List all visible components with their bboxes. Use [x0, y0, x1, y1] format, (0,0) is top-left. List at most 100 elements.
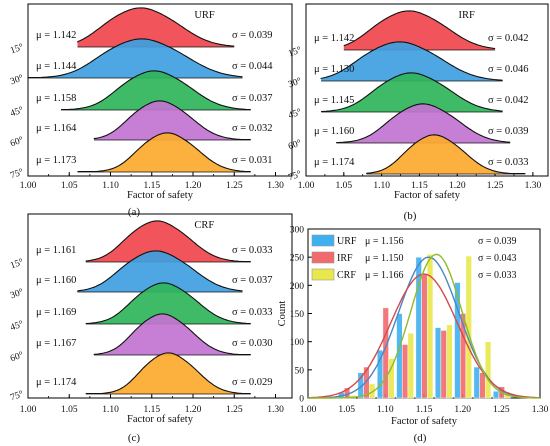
normal-fit-curve [308, 253, 541, 399]
y-tick-label: 250 [290, 254, 305, 264]
ridge-outline [28, 38, 243, 79]
x-tick-label: 1.20 [185, 405, 202, 415]
ridge-area [77, 132, 251, 172]
category-tick-label: 15° [287, 44, 303, 59]
ridge-area [61, 70, 251, 110]
mu-label: μ = 1.130 [314, 64, 354, 75]
ridge-outline [76, 250, 243, 292]
caption-a: (a) [128, 206, 141, 218]
histogram-bar [492, 390, 500, 399]
ridge-outline [61, 70, 251, 111]
legend-label: IRF [458, 10, 475, 21]
x-axis-label: Factor of safety [391, 416, 458, 427]
caption-b: (b) [404, 210, 417, 222]
y-tick-label: 200 [290, 282, 305, 292]
panel-a-urf: 1.00 1.05 1.10 1.15 1.20 1.25 1.30 Factor of sa… [9, 3, 293, 201]
sigma-label: σ = 0.037 [232, 93, 272, 104]
category-tick-label: 15° [9, 256, 25, 271]
x-tick-label: 1.25 [226, 405, 243, 415]
mu-label: μ = 1.167 [36, 338, 76, 349]
ridge-outline [76, 7, 235, 47]
sigma-label: σ = 0.030 [232, 338, 272, 349]
legend-label: CRF [194, 220, 214, 231]
ridge-outline [85, 282, 251, 325]
ridge-area [85, 352, 251, 394]
sigma-label: σ = 0.044 [232, 61, 273, 72]
histogram-bar [401, 344, 409, 399]
ridge-outline [336, 103, 511, 144]
category-tick-label: 60° [9, 134, 25, 149]
y-tick-label: 300 [290, 226, 305, 236]
ridge-outline [77, 132, 251, 173]
mu-label: μ = 1.156 [365, 236, 404, 247]
panel-b-irf: 1.00 1.05 1.10 1.15 1.20 1.25 1.30 Factor of sa… [287, 3, 549, 201]
histogram-bar [485, 341, 492, 399]
sigma-label: σ = 0.042 [488, 33, 528, 44]
x-tick-label: 1.25 [493, 405, 510, 415]
mu-label: μ = 1.150 [365, 253, 404, 264]
sigma-label: σ = 0.031 [232, 155, 272, 166]
x-axis-label: Factor of safety [127, 414, 194, 425]
ridge-area [343, 10, 496, 50]
histogram-bar [454, 282, 461, 399]
histogram-bar [465, 255, 472, 399]
legend-label: IRF [337, 253, 353, 264]
mu-label: μ = 1.169 [36, 307, 76, 318]
histogram-bar [407, 332, 414, 399]
ridge-outline [93, 313, 251, 356]
x-tick-label: 1.10 [377, 405, 394, 415]
legend-label: URF [194, 10, 215, 21]
x-tick-label: 1.25 [226, 181, 243, 191]
category-tick-label: 15° [9, 41, 25, 56]
mu-label: μ = 1.158 [36, 93, 76, 104]
legend-label: URF [337, 236, 357, 247]
category-tick-label: 45° [9, 104, 25, 119]
plot-frame [27, 3, 293, 177]
sigma-label: σ = 0.039 [232, 30, 272, 41]
x-tick-label: 1.30 [532, 405, 549, 415]
y-axis-label: Count [277, 301, 288, 327]
x-tick-label: 1.25 [487, 181, 504, 191]
legend-swatch [311, 251, 335, 264]
ridge-area [77, 7, 235, 47]
x-tick-label: 1.00 [20, 181, 37, 191]
ridge-area [336, 103, 511, 143]
ridge-outline [320, 41, 503, 81]
ridge-area [366, 134, 526, 174]
mu-label: μ = 1.174 [36, 377, 77, 388]
mu-label: μ = 1.144 [36, 61, 77, 72]
ridge-area [77, 250, 243, 292]
sigma-label: σ = 0.033 [488, 157, 528, 168]
x-axis-label: Factor of safety [394, 190, 461, 201]
y-tick-label: 50 [295, 366, 305, 376]
x-tick-label: 1.10 [102, 405, 119, 415]
sigma-label: σ = 0.033 [232, 245, 272, 256]
histogram-bar [479, 372, 486, 399]
mu-label: μ = 1.142 [36, 30, 76, 41]
x-tick-label: 1.05 [336, 181, 353, 191]
histogram-bar [421, 273, 428, 399]
x-tick-label: 1.15 [416, 405, 433, 415]
x-tick-label: 1.10 [373, 181, 390, 191]
sigma-label: σ = 0.039 [478, 236, 517, 247]
sigma-label: σ = 0.039 [488, 126, 528, 137]
mu-label: μ = 1.174 [314, 157, 355, 168]
x-tick-label: 1.20 [454, 405, 471, 415]
histogram-bar [446, 324, 453, 399]
ridge-area [85, 282, 251, 324]
histogram-bar [434, 327, 442, 399]
ridge-area [321, 41, 503, 81]
mu-label: μ = 1.161 [36, 245, 76, 256]
normal-fit-curve [308, 273, 540, 399]
mu-label: μ = 1.160 [36, 275, 76, 286]
category-tick-label: 30° [287, 75, 303, 90]
x-tick-label: 1.30 [267, 181, 284, 191]
sigma-label: σ = 0.037 [232, 275, 272, 286]
x-tick-label: 1.15 [143, 405, 160, 415]
legend-swatch [311, 234, 335, 247]
category-tick-label: 45° [287, 106, 303, 121]
caption-d: (d) [414, 432, 427, 444]
x-tick-label: 1.30 [267, 405, 284, 415]
histogram-bar [427, 254, 434, 399]
